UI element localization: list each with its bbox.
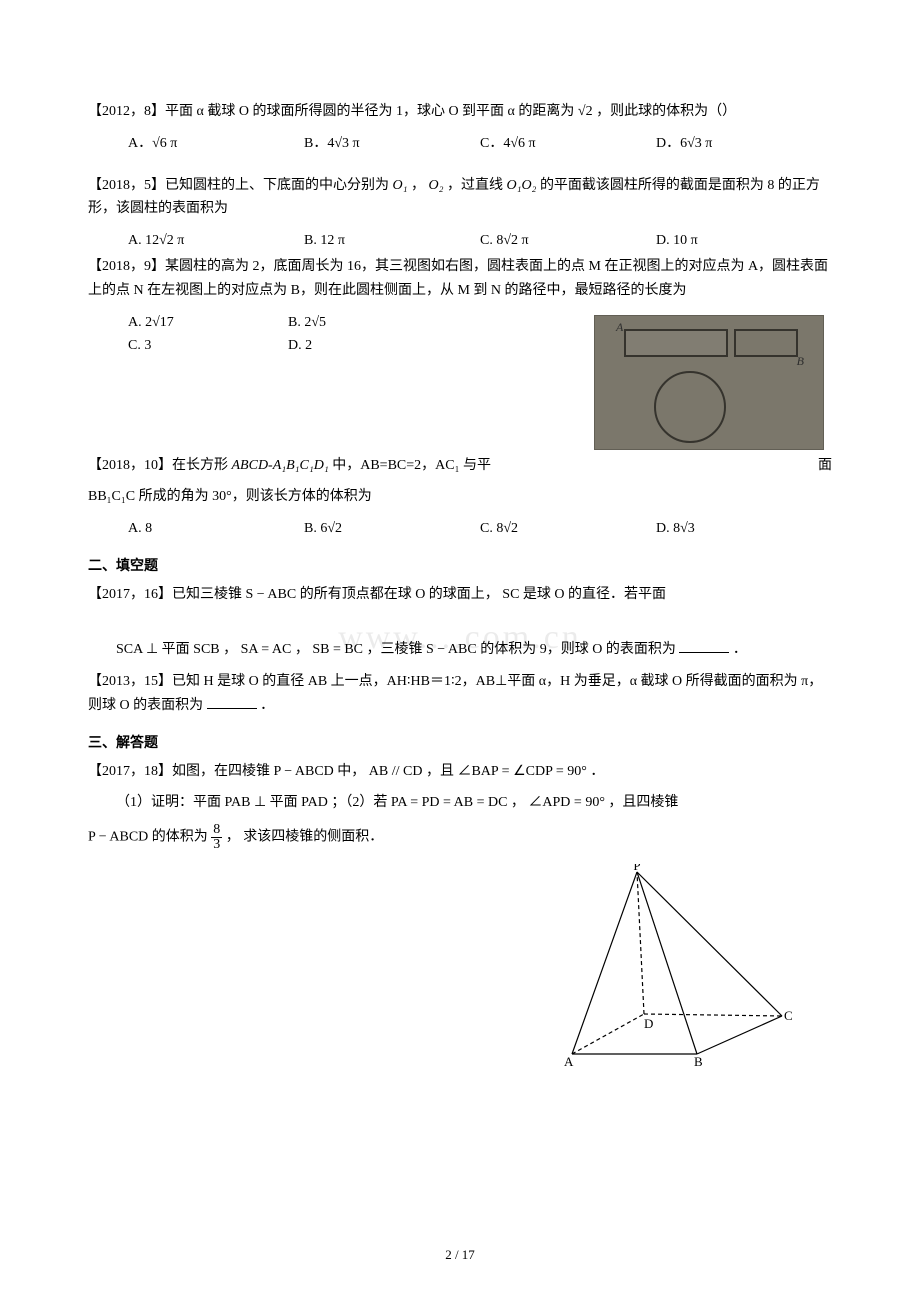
option-c: C．4√6 π <box>480 132 656 156</box>
q-2018-10-line2: BB₁C₁C 所成的角为 30°，则该长方体的体积为 <box>88 485 832 509</box>
pyramid-svg: P A B C D <box>532 864 792 1069</box>
option-a: A. 8 <box>128 517 304 541</box>
thumb-label-a: A <box>616 317 623 337</box>
page-root: 【2012，8】平面 α 截球 O 的球面所得圆的半径为 1，球心 O 到平面 … <box>0 0 920 1302</box>
q-2017-16-stem: 【2017，16】已知三棱锥 S − ABC 的所有顶点都在球 O 的球面上， … <box>88 583 832 607</box>
sym-o2: O₂ <box>428 178 443 193</box>
fill-blank[interactable] <box>207 694 257 709</box>
three-view-thumb: A B <box>594 315 824 450</box>
label-b: B <box>694 1054 703 1069</box>
thumb-label-b: B <box>797 351 804 371</box>
option-a: A. 12√2 π <box>128 229 304 253</box>
text: ， <box>411 178 425 193</box>
option-d: D. 10 π <box>656 229 832 253</box>
option-d: D．6√3 π <box>656 132 832 156</box>
text: ， 求该四棱锥的侧面积． <box>226 830 384 845</box>
q-2013-15-stem: 【2013，15】已知 H 是球 O 的直径 AB 上一点，AH∶HB＝1∶2，… <box>88 670 832 718</box>
label-d: D <box>644 1016 653 1031</box>
q-2018-10-stem: 【2018，10】在长方形 ABCD-A₁B₁C₁D₁ 中，AB=BC=2，AC… <box>88 454 832 478</box>
section-solve-title: 三、解答题 <box>88 732 832 756</box>
option-d: D. 8√3 <box>656 517 832 541</box>
label-c: C <box>784 1008 792 1023</box>
q-2018-9-options: A. 2√17 B. 2√5 C. 3 D. 2 <box>128 311 448 359</box>
thumb-box: A B <box>594 315 824 450</box>
option-a: A. 2√17 <box>128 311 288 335</box>
text: 中，AB=BC=2，AC₁ 与平 <box>332 458 491 473</box>
q-2012-8-options: A．√6 π B．4√3 π C．4√6 π D．6√3 π <box>128 132 832 156</box>
option-b: B. 2√5 <box>288 311 448 335</box>
q-2012-8-stem: 【2012，8】平面 α 截球 O 的球面所得圆的半径为 1，球心 O 到平面 … <box>88 100 832 124</box>
text: 【2018，5】已知圆柱的上、下底面的中心分别为 <box>88 178 393 193</box>
option-a: A．√6 π <box>128 132 304 156</box>
q-2017-16-line2: SCA ⊥ 平面 SCB ， SA = AC ， SB = BC ，三棱锥 S … <box>88 638 832 662</box>
shape: ABCD-A₁B₁C₁D₁ <box>232 458 329 473</box>
tail: ． <box>260 698 274 713</box>
thumb-rect-1 <box>624 329 728 357</box>
q-2018-5-options: A. 12√2 π B. 12 π C. 8√2 π D. 10 π <box>128 229 832 253</box>
q-2017-18-part1: （1）证明：平面 PAB ⊥ 平面 PAD ；（2）若 PA = PD = AB… <box>88 791 832 815</box>
fill-blank[interactable] <box>679 638 729 653</box>
option-b: B. 6√2 <box>304 517 480 541</box>
sym-o1o2: O₁O₂ <box>506 178 536 193</box>
label-p: P <box>633 864 640 873</box>
q-2018-5-stem: 【2018，5】已知圆柱的上、下底面的中心分别为 O₁ ， O₂ ，过直线 O₁… <box>88 174 832 222</box>
q-2018-9-wrap: 【2018，9】某圆柱的高为 2，底面周长为 16，其三视图如右图，圆柱表面上的… <box>88 255 832 454</box>
option-c: C. 8√2 <box>480 517 656 541</box>
option-c: C. 8√2 π <box>480 229 656 253</box>
text: SCA ⊥ 平面 SCB ， SA = AC ， SB = BC ，三棱锥 S … <box>116 642 676 657</box>
q-2018-10-options: A. 8 B. 6√2 C. 8√2 D. 8√3 <box>128 517 832 541</box>
q-2018-10-wrap: 【2018，10】在长方形 ABCD-A₁B₁C₁D₁ 中，AB=BC=2，AC… <box>88 454 832 486</box>
q-2017-18-part2: P − ABCD 的体积为 8 3 ， 求该四棱锥的侧面积． <box>88 823 832 852</box>
thumb-circle <box>654 371 726 443</box>
label-a: A <box>564 1054 574 1069</box>
text: 【2013，15】已知 H 是球 O 的直径 AB 上一点，AH∶HB＝1∶2，… <box>88 674 822 713</box>
page-number: 2 / 17 <box>0 1244 920 1266</box>
section-fill-title: 二、填空题 <box>88 555 832 579</box>
text: 【2018，10】在长方形 <box>88 458 232 473</box>
text: P − ABCD 的体积为 <box>88 830 211 845</box>
sym-o1: O₁ <box>393 178 408 193</box>
option-b: B. 12 π <box>304 229 480 253</box>
pyramid-figure: P A B C D <box>532 864 792 1078</box>
text: ，过直线 <box>447 178 507 193</box>
text-tail: 面 <box>818 454 832 478</box>
option-b: B．4√3 π <box>304 132 480 156</box>
tail: ． <box>733 642 747 657</box>
q-2017-18-stem: 【2017，18】如图，在四棱锥 P − ABCD 中， AB // CD ，且… <box>88 760 832 784</box>
option-d: D. 2 <box>288 334 448 358</box>
q-2018-9-stem: 【2018，9】某圆柱的高为 2，底面周长为 16，其三视图如右图，圆柱表面上的… <box>88 255 832 303</box>
thumb-rect-2 <box>734 329 798 357</box>
option-c: C. 3 <box>128 334 288 358</box>
